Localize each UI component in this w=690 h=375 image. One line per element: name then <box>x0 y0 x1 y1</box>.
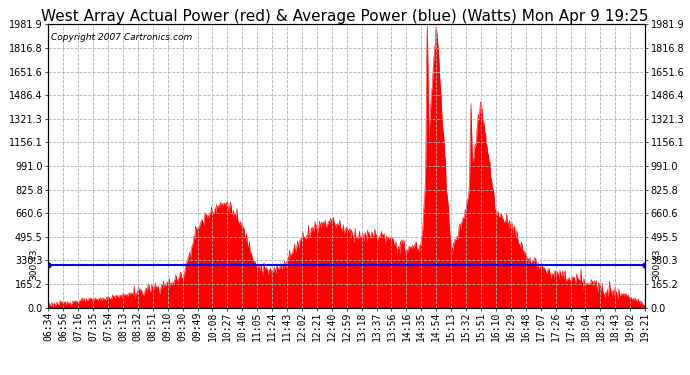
Text: 300.43: 300.43 <box>29 249 38 280</box>
Text: 300.43: 300.43 <box>652 249 661 280</box>
Text: Copyright 2007 Cartronics.com: Copyright 2007 Cartronics.com <box>51 33 193 42</box>
Text: West Array Actual Power (red) & Average Power (blue) (Watts) Mon Apr 9 19:25: West Array Actual Power (red) & Average … <box>41 9 649 24</box>
